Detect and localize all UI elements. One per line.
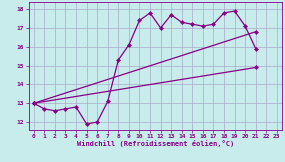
X-axis label: Windchill (Refroidissement éolien,°C): Windchill (Refroidissement éolien,°C): [77, 140, 234, 147]
